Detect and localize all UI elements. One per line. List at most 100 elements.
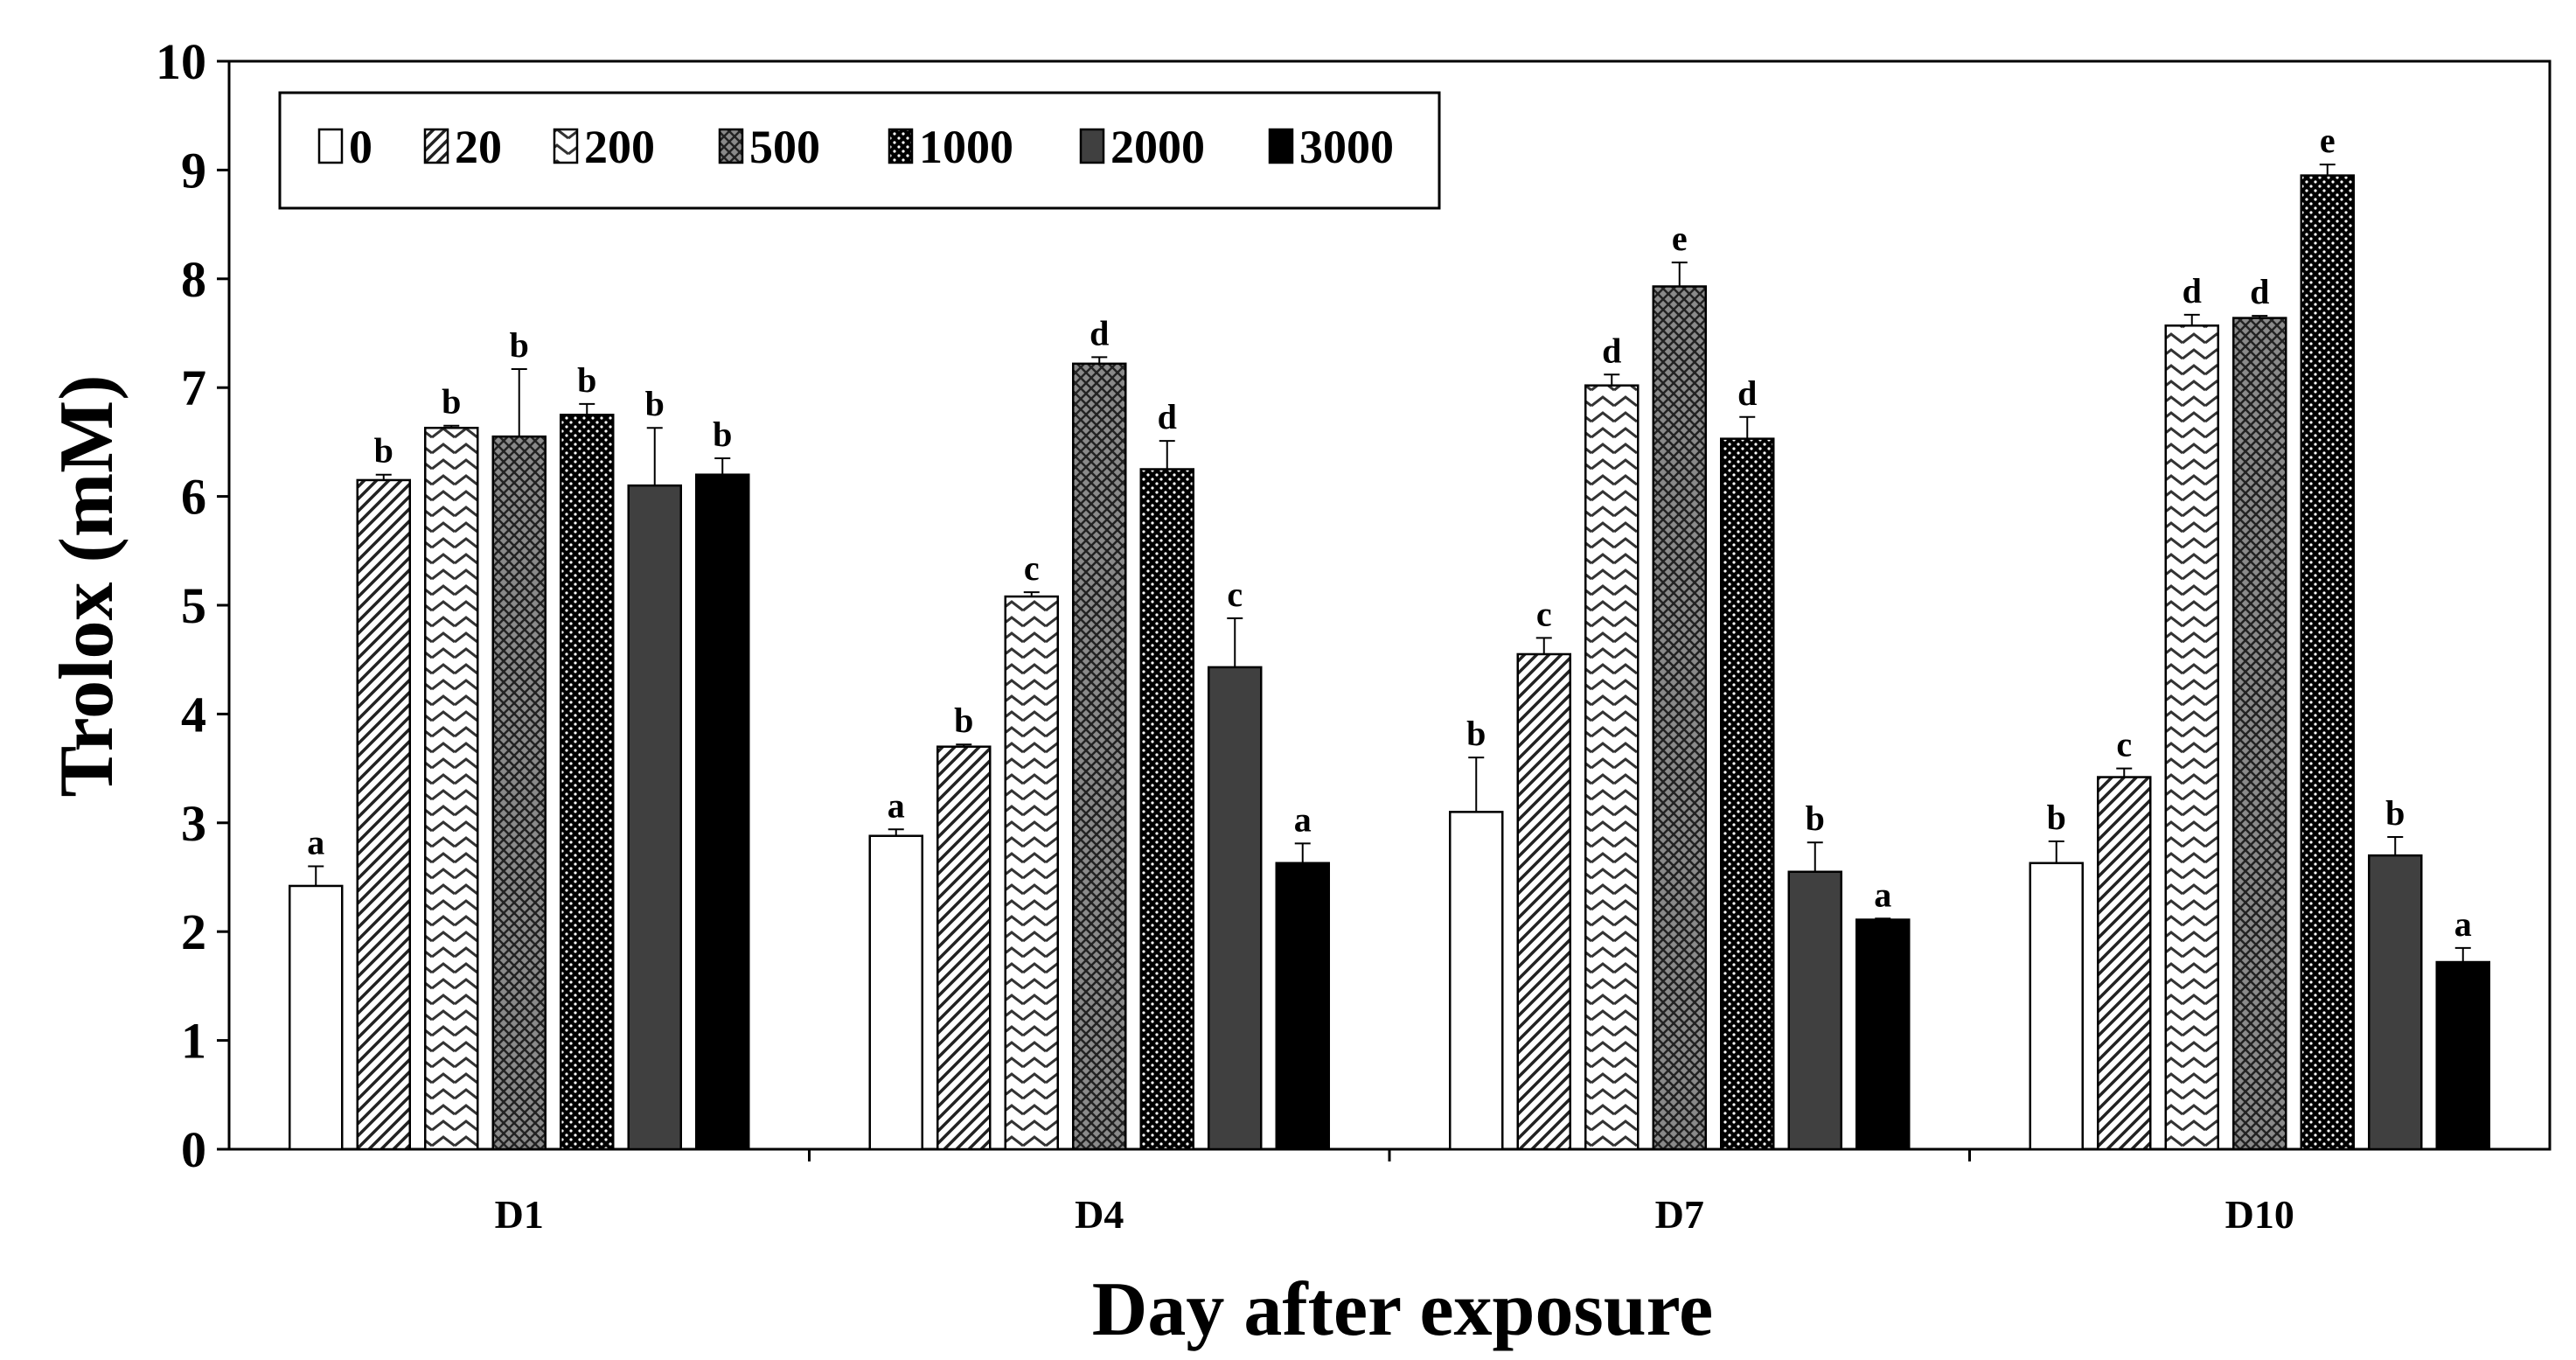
significance-letter: b [2385,793,2405,833]
bar-2000-D1 [627,484,682,1151]
y-tick-label: 1 [181,1013,206,1070]
legend-label-20: 20 [455,121,502,173]
significance-letter: a [888,785,905,825]
bar-0-D1 [289,884,344,1151]
legend-label-2000: 2000 [1110,121,1205,173]
significance-letter: a [1294,799,1312,839]
bar-0-D10 [2029,861,2084,1151]
significance-letter: b [713,415,732,454]
significance-letter: b [645,384,665,423]
y-tick-label: 2 [181,903,206,960]
bar-3000-D7 [1855,918,1911,1151]
significance-letter: b [374,431,393,471]
significance-letter: b [1806,799,1825,838]
significance-letter: d [2250,272,2269,311]
legend-swatch-2000 [1079,128,1105,164]
y-tick-label: 7 [181,359,206,416]
bar-20-D4 [936,745,992,1151]
significance-letter: a [2454,904,2472,944]
significance-letter: b [577,360,596,400]
significance-letter: b [442,382,461,422]
legend-label-0: 0 [349,121,372,173]
x-axis-title: Day after exposure [1092,1267,1713,1352]
series-500: b d e d [491,219,2287,1151]
legend-label-500: 500 [749,121,820,173]
significance-letter: b [510,325,529,365]
y-tick-label: 6 [181,469,206,526]
bar-20-D10 [2097,776,2152,1151]
legend: 0 20 200 500 1000 2000 3000 [278,91,1441,210]
x-axis-ticks: D1 D4 D7 D10 [495,1149,2294,1237]
bar-series: a a b b b b c c b c d d b d e d b d d e b c b b b a a a [289,121,2490,1151]
bar-0-D7 [1449,811,1504,1151]
significance-letter: e [2320,121,2336,160]
bar-500-D7 [1652,285,1707,1151]
bar-0-D4 [868,834,923,1151]
bar-20-D1 [356,478,411,1151]
y-tick-label: 10 [156,33,206,90]
bar-500-D4 [1072,362,1127,1151]
y-tick-label: 8 [181,251,206,308]
significance-letter: d [1158,397,1177,436]
bar-200-D4 [1004,595,1059,1151]
y-tick-label: 9 [181,142,206,199]
significance-letter: c [1227,575,1243,614]
x-tick-label: D7 [1655,1192,1704,1237]
legend-swatch-20 [423,128,449,164]
y-tick-label: 5 [181,577,206,634]
bar-3000-D4 [1275,861,1330,1151]
significance-letter: b [1466,714,1486,753]
legend-box [278,91,1441,210]
legend-label-3000: 3000 [1299,121,1394,173]
legend-swatch-3000 [1268,128,1294,164]
y-axis-title: Trolox (mM) [45,374,129,797]
series-0: a a b b [289,714,2084,1151]
bar-200-D1 [424,426,479,1151]
y-axis-ticks: 0 1 2 3 4 5 6 7 8 9 10 [156,33,229,1178]
significance-letter: d [1602,331,1621,370]
significance-letter: c [1536,594,1552,633]
series-20: b b c c [356,431,2152,1151]
series-200: b c d d [424,271,2219,1151]
legend-swatch-500 [718,128,744,164]
legend-swatch-200 [553,128,579,164]
x-tick-label: D4 [1075,1192,1124,1237]
significance-letter: e [1672,219,1688,258]
bar-500-D1 [491,435,547,1151]
bar-3000-D1 [695,473,750,1151]
bar-1000-D4 [1139,468,1194,1151]
series-1000: b d d e [560,121,2355,1151]
significance-letter: c [2116,725,2132,764]
y-tick-label: 3 [181,795,206,852]
bar-2000-D4 [1208,666,1263,1151]
legend-items: 0 20 200 500 1000 2000 3000 [317,121,1394,173]
significance-letter: c [1024,548,1040,588]
significance-letter: b [954,701,973,740]
bar-20-D7 [1516,652,1571,1151]
significance-letter: b [2047,798,2066,837]
y-tick-label: 0 [181,1121,206,1178]
bar-200-D10 [2164,324,2219,1151]
legend-swatch-0 [317,128,344,164]
legend-label-1000: 1000 [919,121,1013,173]
x-tick-label: D1 [495,1192,544,1237]
bar-1000-D10 [2300,174,2355,1151]
bar-2000-D10 [2368,854,2423,1151]
y-tick-label: 4 [181,686,206,743]
series-3000: b a a a [695,415,2490,1151]
legend-label-200: 200 [584,121,655,173]
series-2000: b c b b [627,384,2423,1151]
bar-500-D10 [2232,317,2287,1151]
x-tick-label: D10 [2225,1192,2294,1237]
bar-3000-D10 [2435,960,2490,1151]
bar-2000-D7 [1787,870,1842,1151]
significance-letter: a [1874,875,1891,914]
bar-1000-D7 [1720,437,1775,1151]
significance-letter: d [2183,271,2202,310]
significance-letter: d [1090,313,1109,352]
bar-200-D7 [1584,384,1640,1151]
bar-1000-D1 [560,414,615,1151]
significance-letter: a [307,823,324,862]
